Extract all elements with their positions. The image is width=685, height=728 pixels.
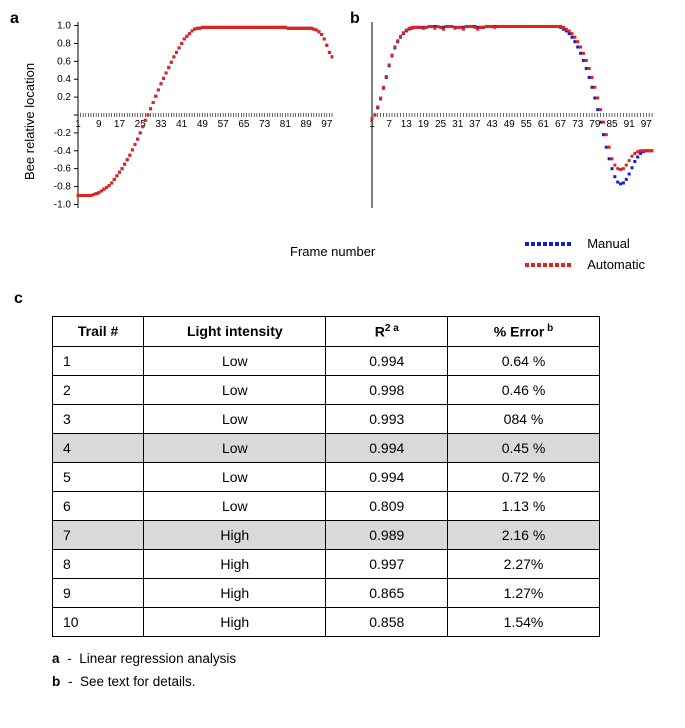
- col-header: % Error b: [448, 317, 600, 347]
- table-row: 5Low0.9940.72 %: [53, 462, 600, 491]
- svg-text:-1.0: -1.0: [54, 199, 72, 210]
- svg-text:79: 79: [589, 119, 601, 130]
- table-row: 1Low0.9940.64 %: [53, 346, 600, 375]
- y-axis-label: Bee relative location: [22, 63, 37, 180]
- panel-c-label: c: [10, 290, 675, 308]
- svg-text:49: 49: [504, 119, 516, 130]
- table-row: 8High0.9972.27%: [53, 549, 600, 578]
- manual-swatch-icon: [525, 239, 573, 249]
- table-row: 3Low0.993084 %: [53, 404, 600, 433]
- legend-item-automatic: Automatic: [525, 257, 645, 272]
- panel-b: b 17131925313743495561677379859197: [350, 10, 660, 230]
- svg-text:97: 97: [641, 119, 653, 130]
- col-header: Trail #: [53, 317, 144, 347]
- svg-text:49: 49: [197, 119, 209, 130]
- table-row: 2Low0.9980.46 %: [53, 375, 600, 404]
- panel-a: a Bee relative location 1917253341495765…: [10, 10, 340, 230]
- table-row: 4Low0.9940.45 %: [53, 433, 600, 462]
- svg-text:17: 17: [114, 119, 126, 130]
- svg-text:55: 55: [521, 119, 533, 130]
- table-row: 7High0.9892.16 %: [53, 520, 600, 549]
- svg-text:25: 25: [435, 119, 447, 130]
- panel-c: c Trail #Light intensityR2 a% Error b1Lo…: [10, 290, 675, 689]
- svg-text:85: 85: [606, 119, 618, 130]
- panel-b-label: b: [350, 10, 360, 28]
- table-row: 6Low0.8091.13 %: [53, 491, 600, 520]
- automatic-swatch-icon: [525, 260, 573, 270]
- svg-text:31: 31: [452, 119, 464, 130]
- svg-text:0.8: 0.8: [57, 38, 71, 49]
- svg-text:41: 41: [176, 119, 188, 130]
- svg-text:-0.2: -0.2: [54, 128, 72, 139]
- svg-text:7: 7: [386, 119, 392, 130]
- svg-text:-0.6: -0.6: [54, 164, 72, 175]
- col-header: Light intensity: [144, 317, 326, 347]
- chart-b: 17131925313743495561677379859197: [350, 10, 660, 230]
- table-row: 10High0.8581.54%: [53, 607, 600, 636]
- svg-text:0.2: 0.2: [57, 92, 71, 103]
- svg-text:1.0: 1.0: [57, 21, 71, 32]
- svg-text:-0.4: -0.4: [54, 146, 72, 157]
- svg-text:61: 61: [538, 119, 550, 130]
- svg-text:91: 91: [624, 119, 636, 130]
- svg-text:9: 9: [96, 119, 102, 130]
- legend-row: Frame number Manual Automatic: [10, 236, 675, 282]
- svg-text:89: 89: [301, 119, 313, 130]
- svg-text:0.4: 0.4: [57, 74, 71, 85]
- svg-text:73: 73: [259, 119, 271, 130]
- svg-text:0.6: 0.6: [57, 56, 71, 67]
- legend-item-manual: Manual: [525, 236, 645, 251]
- svg-text:43: 43: [486, 119, 498, 130]
- legend-label-automatic: Automatic: [587, 257, 645, 272]
- svg-text:57: 57: [218, 119, 230, 130]
- svg-text:65: 65: [238, 119, 250, 130]
- svg-text:67: 67: [555, 119, 567, 130]
- x-axis-label: Frame number: [290, 244, 375, 259]
- legend-label-manual: Manual: [587, 236, 630, 251]
- table-row: 9High0.8651.27%: [53, 578, 600, 607]
- svg-text:81: 81: [280, 119, 292, 130]
- svg-text:37: 37: [469, 119, 481, 130]
- footnote-b: b - See text for details.: [52, 674, 675, 689]
- svg-text:19: 19: [418, 119, 430, 130]
- svg-text:-0.8: -0.8: [54, 182, 72, 193]
- footnotes: a - Linear regression analysis b - See t…: [52, 651, 675, 689]
- svg-text:13: 13: [401, 119, 413, 130]
- legend: Manual Automatic: [525, 236, 645, 278]
- chart-a: 191725334149576573818997-1.0-0.8-0.6-0.4…: [10, 10, 340, 230]
- footnote-a: a - Linear regression analysis: [52, 651, 675, 666]
- svg-text:97: 97: [321, 119, 333, 130]
- svg-text:33: 33: [155, 119, 167, 130]
- col-header: R2 a: [326, 317, 448, 347]
- results-table: Trail #Light intensityR2 a% Error b1Low0…: [52, 316, 600, 637]
- svg-text:73: 73: [572, 119, 584, 130]
